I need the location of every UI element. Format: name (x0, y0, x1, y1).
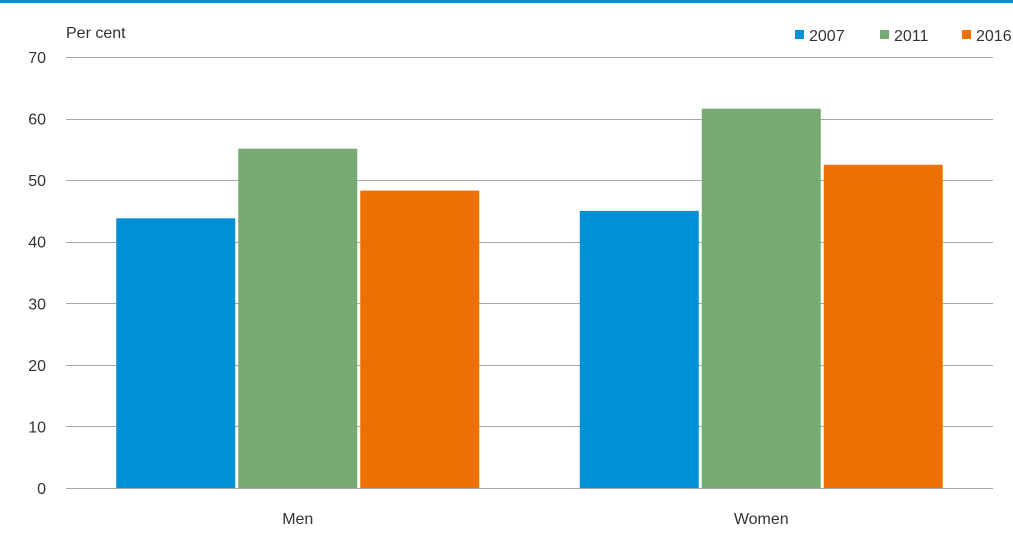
y-tick-label: 0 (37, 481, 46, 498)
y-tick-label: 20 (28, 358, 46, 375)
bar-2007-women (580, 211, 699, 488)
y-tick-label: 70 (28, 50, 46, 67)
y-tick-label: 10 (28, 419, 46, 436)
bar-2007-men (116, 218, 235, 488)
y-tick-label: 50 (28, 173, 46, 190)
bar-2011-men (238, 149, 357, 488)
legend-label: 2007 (809, 28, 845, 45)
legend-label: 2016 (976, 28, 1012, 45)
legend-label: 2011 (894, 28, 929, 45)
y-tick-label: 60 (28, 112, 46, 129)
bar-2011-women (702, 109, 821, 488)
bar-2016-men (360, 191, 479, 488)
y-tick-label: 30 (28, 296, 46, 313)
y-tick-label: 40 (28, 235, 46, 252)
legend-swatch (962, 30, 971, 39)
x-category-label: Women (734, 511, 789, 528)
bar-2016-women (824, 165, 943, 488)
bars (116, 109, 943, 488)
legend: 2007 2011 2016 (795, 28, 1012, 45)
y-axis-unit-label: Per cent (66, 25, 126, 42)
legend-swatch (880, 30, 889, 39)
x-category-label: Men (282, 511, 313, 528)
legend-swatch (795, 30, 804, 39)
top-accent-rule (0, 0, 1013, 3)
